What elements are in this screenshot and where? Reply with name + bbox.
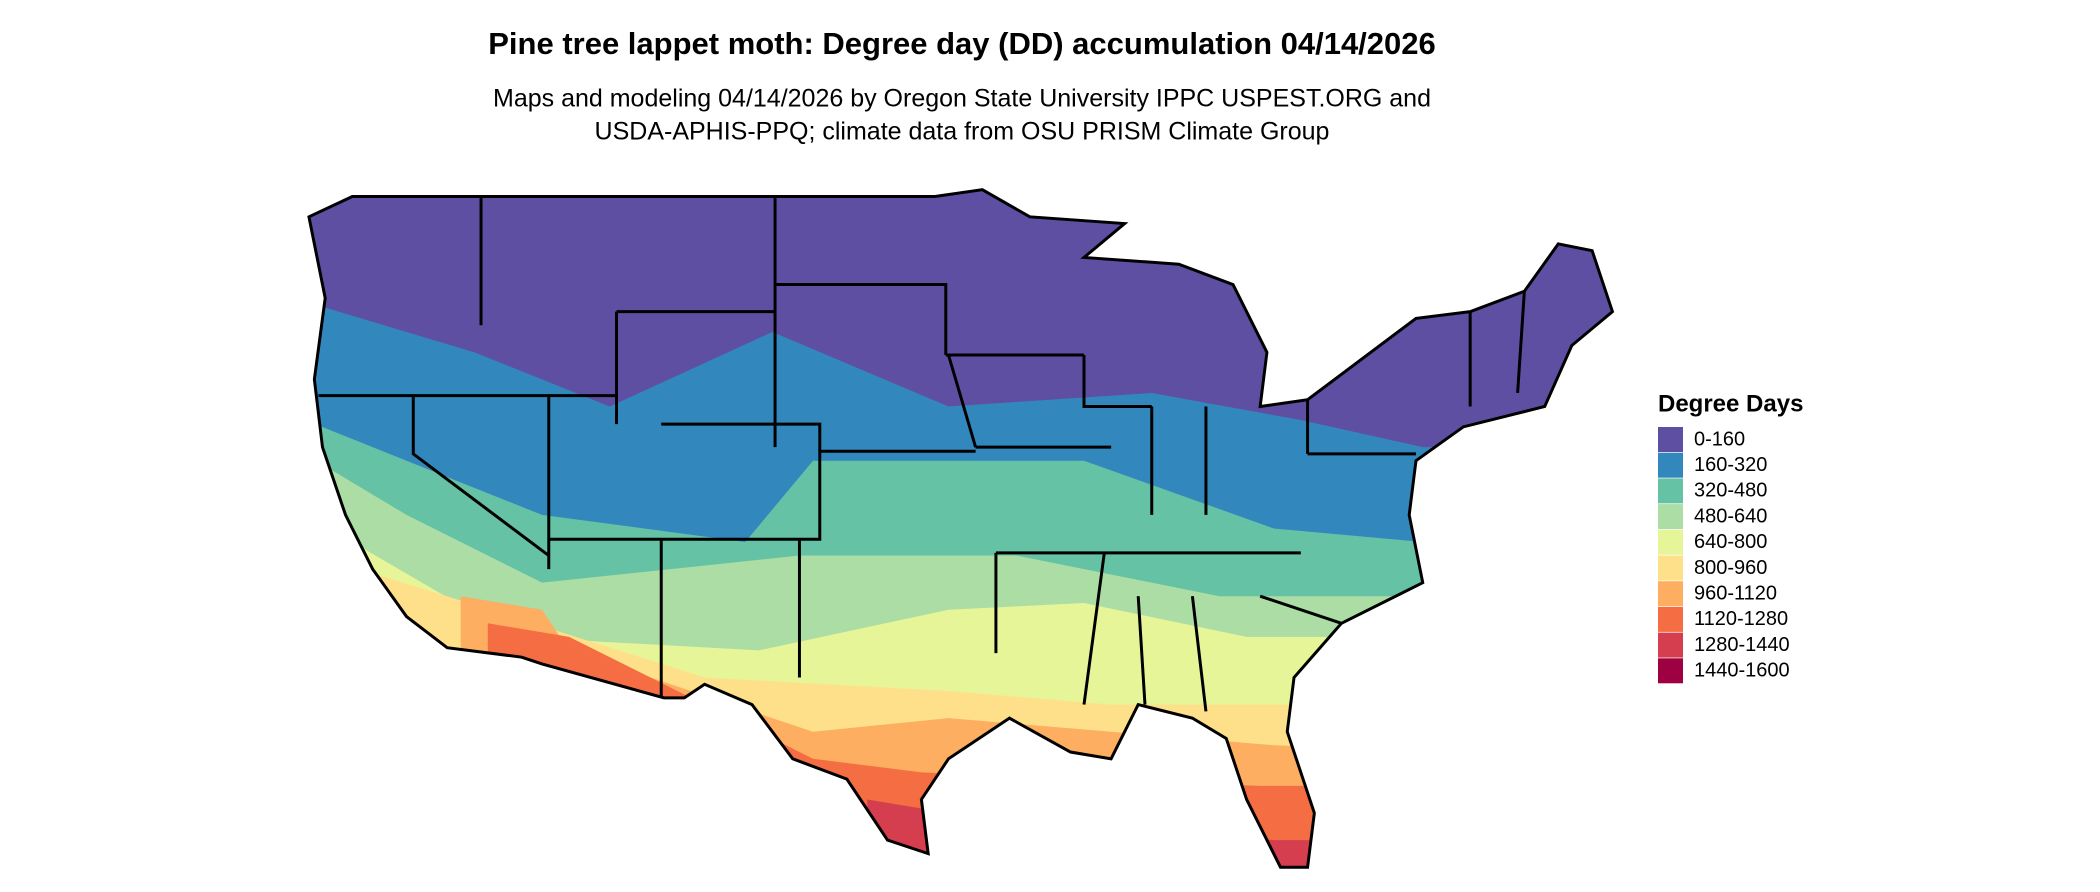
map bbox=[307, 188, 1615, 869]
legend-swatch bbox=[1658, 632, 1683, 658]
legend-swatch bbox=[1658, 504, 1683, 530]
map-title: Pine tree lappet moth: Degree day (DD) a… bbox=[488, 26, 1436, 61]
legend-swatch bbox=[1658, 427, 1683, 452]
legend-label: 800-960 bbox=[1694, 557, 1767, 579]
legend-swatch bbox=[1658, 452, 1683, 478]
state-borders bbox=[307, 188, 1615, 869]
legend-label: 1120-1280 bbox=[1694, 608, 1788, 630]
subtitle-line: Maps and modeling 04/14/2026 by Oregon S… bbox=[493, 85, 1431, 113]
legend: 0-160 160-320 320-480 480-640 640-800 800-960… bbox=[1658, 427, 1790, 684]
legend-swatch bbox=[1658, 478, 1683, 504]
legend-label: 480-640 bbox=[1694, 505, 1767, 527]
legend-swatch bbox=[1658, 658, 1683, 684]
legend-label: 0-160 bbox=[1694, 428, 1745, 450]
legend-label: 1440-1600 bbox=[1694, 660, 1790, 682]
legend-swatch bbox=[1658, 555, 1683, 581]
legend-label: 160-320 bbox=[1694, 454, 1767, 476]
legend-label: 960-1120 bbox=[1694, 582, 1777, 604]
legend-title: Degree Days bbox=[1658, 390, 1803, 417]
legend-swatch bbox=[1658, 581, 1683, 607]
legend-swatch bbox=[1658, 606, 1683, 632]
legend-label: 640-800 bbox=[1694, 531, 1767, 553]
degree-day-surface bbox=[308, 189, 1613, 868]
legend-label: 1280-1440 bbox=[1694, 634, 1790, 656]
legend-swatch bbox=[1658, 529, 1683, 555]
subtitle-line: USDA-APHIS-PPQ; climate data from OSU PR… bbox=[595, 118, 1330, 146]
legend-label: 320-480 bbox=[1694, 480, 1767, 502]
